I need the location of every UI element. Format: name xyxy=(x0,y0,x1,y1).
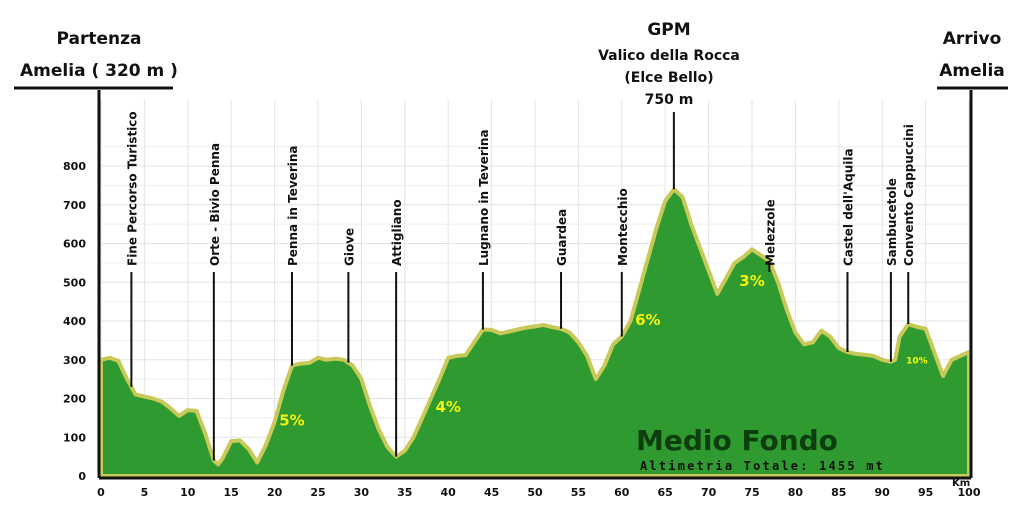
summit-label-line4: 750 m xyxy=(645,92,694,108)
y-tick-label: 400 xyxy=(63,315,86,328)
y-tick-label: 500 xyxy=(63,276,86,289)
summit-label-line2: Valico della Rocca xyxy=(598,48,740,64)
chart-subtitle: Altimetria Totale: 1455 mt xyxy=(640,459,885,473)
landmark-label: Sambucetole xyxy=(885,178,899,266)
x-tick-label: 45 xyxy=(484,486,499,499)
gradient-label: 4% xyxy=(435,398,460,416)
x-tick-label: 40 xyxy=(441,486,457,499)
y-tick-label: 0 xyxy=(78,470,86,483)
landmark-label: Penna in Teverina xyxy=(286,146,300,267)
start-label-line2: Amelia ( 320 m ) xyxy=(20,61,178,81)
x-tick-label: 60 xyxy=(614,486,630,499)
x-tick-label: 5 xyxy=(141,486,149,499)
y-tick-label: 100 xyxy=(63,431,86,444)
summit-label-line3: (Elce Bello) xyxy=(624,70,713,86)
landmark-label: Convento Cappuccini xyxy=(902,124,916,266)
x-axis-unit: Km xyxy=(952,478,970,489)
x-tick-label: 10 xyxy=(180,486,196,499)
x-tick-label: 55 xyxy=(571,486,586,499)
landmark-label: Fine Percorso Turistico xyxy=(125,111,139,266)
x-tick-label: 85 xyxy=(831,486,846,499)
x-tick-label: 70 xyxy=(701,486,717,499)
summit-label-line1: GPM xyxy=(647,20,690,40)
chart-title: Medio Fondo xyxy=(636,424,838,457)
x-tick-label: 15 xyxy=(224,486,239,499)
y-tick-label: 700 xyxy=(63,199,86,212)
x-tick-label: 35 xyxy=(397,486,412,499)
landmark-label: Montecchio xyxy=(616,188,630,266)
tick-labels: 0 5 10 15 20 25 30 35 40 45 50 55 60 65 70 75 80 85 90 95 10… xyxy=(63,160,981,499)
gradient-label: 10% xyxy=(906,357,928,367)
x-tick-label: 90 xyxy=(875,486,891,499)
landmark-label: Melezzole xyxy=(763,199,777,266)
landmark-label: Orte - Bivio Penna xyxy=(208,143,222,266)
x-tick-label: 100 xyxy=(958,486,981,499)
landmark-label: Lugnano in Teverina xyxy=(477,129,491,266)
x-tick-label: 25 xyxy=(310,486,325,499)
landmark-label: Giove xyxy=(342,228,356,266)
gradient-labels: 5% 4% 6% 3% 10% xyxy=(279,272,927,430)
x-tick-label: 75 xyxy=(744,486,759,499)
gradient-label: 3% xyxy=(739,272,764,290)
landmark-label: Attigliano xyxy=(390,199,404,266)
x-tick-label: 95 xyxy=(918,486,933,499)
x-tick-label: 80 xyxy=(788,486,804,499)
finish-label-line2: Amelia xyxy=(939,61,1005,81)
elevation-area xyxy=(99,187,971,478)
finish-label-line1: Arrivo xyxy=(943,29,1002,49)
x-tick-label: 20 xyxy=(267,486,283,499)
gradient-label: 6% xyxy=(635,311,660,329)
y-tick-label: 800 xyxy=(63,160,86,173)
axes xyxy=(97,90,973,480)
start-label-line1: Partenza xyxy=(57,29,142,49)
x-tick-label: 50 xyxy=(527,486,543,499)
landmark-label: Castel dell'Aquila xyxy=(841,148,855,266)
y-tick-label: 600 xyxy=(63,238,86,251)
gradient-label: 5% xyxy=(279,412,304,430)
x-tick-label: 65 xyxy=(658,486,673,499)
landmarks: Fine Percorso Turistico Orte - Bivio Penn… xyxy=(125,111,916,461)
y-tick-label: 200 xyxy=(63,393,86,406)
y-tick-label: 300 xyxy=(63,354,86,367)
x-tick-label: 0 xyxy=(97,486,105,499)
x-tick-label: 30 xyxy=(354,486,370,499)
landmark-label: Guardea xyxy=(555,209,569,266)
